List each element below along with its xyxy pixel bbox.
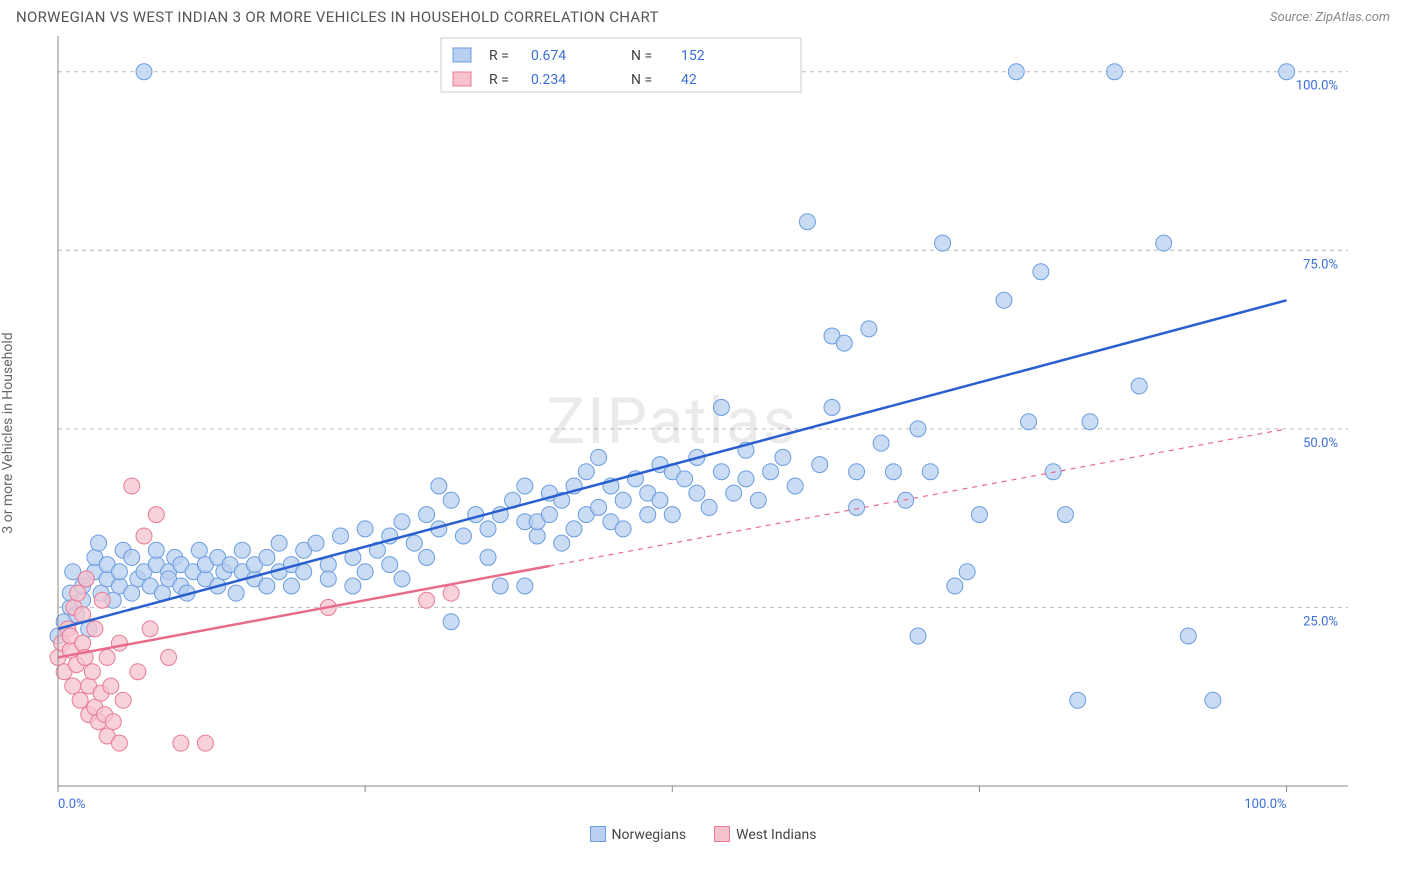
chart-title: NORWEGIAN VS WEST INDIAN 3 OR MORE VEHIC… bbox=[16, 8, 659, 26]
y-tick-label: 50.0% bbox=[1303, 436, 1338, 451]
x-tick-label: 0.0% bbox=[58, 797, 86, 812]
legend-r-label: R = bbox=[489, 48, 509, 64]
legend-swatch bbox=[453, 72, 471, 86]
scatter-chart: 25.0% 50.0% 75.0% 100.0% 0.0% 100.0% ZIPatlas R… bbox=[16, 30, 1356, 820]
watermark: ZIPatlas bbox=[547, 384, 798, 459]
x-tick-label: 100.0% bbox=[1244, 797, 1286, 812]
legend-r-label: R = bbox=[489, 72, 509, 88]
legend-item: Norwegians bbox=[590, 826, 687, 843]
legend-label: West Indians bbox=[736, 827, 816, 843]
trendline-norwegians bbox=[58, 300, 1287, 629]
y-axis-label: 3 or more Vehicles in Household bbox=[0, 332, 16, 533]
legend-item: West Indians bbox=[714, 826, 816, 843]
legend-r-value: 0.234 bbox=[531, 72, 566, 88]
legend-n-value: 42 bbox=[681, 72, 697, 88]
source-text: Source: ZipAtlas.com bbox=[1270, 10, 1390, 25]
legend-label: Norwegians bbox=[612, 827, 687, 843]
legend-r-value: 0.674 bbox=[531, 48, 566, 64]
legend-n-value: 152 bbox=[681, 48, 705, 64]
legend-bottom: Norwegians West Indians bbox=[0, 820, 1406, 843]
y-tick-label: 100.0% bbox=[1296, 79, 1338, 94]
legend-swatch bbox=[453, 48, 471, 62]
y-tick-label: 25.0% bbox=[1303, 614, 1338, 629]
legend-swatch bbox=[714, 826, 730, 842]
legend-n-label: N = bbox=[631, 48, 652, 64]
y-tick-label: 75.0% bbox=[1303, 257, 1338, 272]
legend-n-label: N = bbox=[631, 72, 652, 88]
legend-swatch bbox=[590, 826, 606, 842]
